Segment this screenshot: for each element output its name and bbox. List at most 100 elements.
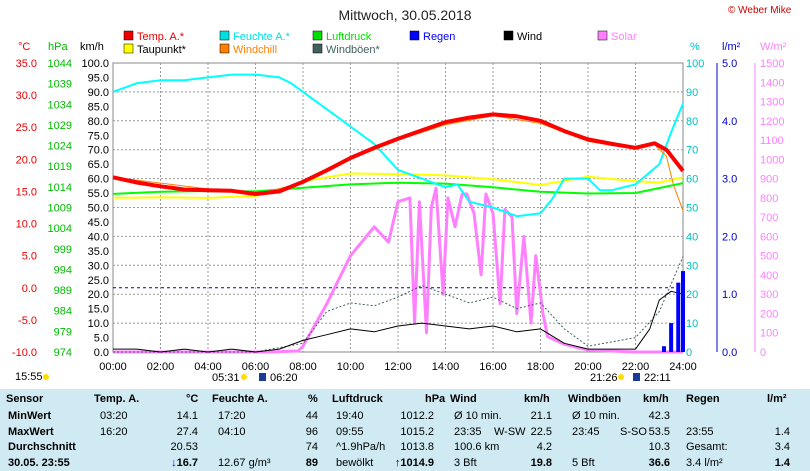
rain-bar <box>669 323 674 352</box>
y-tick-humidity: 10 <box>686 318 698 330</box>
x-tick: 14:00 <box>432 361 460 373</box>
y-tick-pressure: 979 <box>54 326 72 338</box>
y-tick-pressure: 974 <box>54 347 72 359</box>
y-tick-rain: 2.0 <box>722 231 737 243</box>
y-tick-rain: 3.0 <box>722 174 737 186</box>
y-tick-pressure: 1039 <box>48 79 72 91</box>
legend-label-3: Windchill <box>233 44 277 56</box>
legend-swatch-0 <box>123 30 134 41</box>
feuchte-value: 44 <box>305 410 318 422</box>
legend-label-4: Luftdruck <box>326 31 372 43</box>
row-label: 30.05. 23:55 <box>8 457 70 469</box>
y-tick-pressure: 999 <box>54 244 72 256</box>
y-tick-wind: 20.0 <box>88 289 109 301</box>
y-tick-pressure: 1014 <box>48 182 72 194</box>
y-tick-pressure: 1009 <box>48 203 72 215</box>
y-tick-humidity: 20 <box>686 289 698 301</box>
header-windboeen: Windböen <box>568 393 622 405</box>
y-tick-pressure: 1029 <box>48 120 72 132</box>
sun-icon <box>43 374 49 380</box>
x-tick: 04:00 <box>194 361 222 373</box>
x-tick: 18:00 <box>527 361 555 373</box>
wind-detail: Ø 10 min. <box>454 410 502 422</box>
x-tick: 12:00 <box>384 361 412 373</box>
weather-chart: Mittwoch, 30.05.2018 Temp. A.*Taupunkt* Fe… <box>12 7 787 384</box>
windboeen-direction: S-SO <box>620 426 647 438</box>
y-tick-solar: 1200 <box>760 116 784 128</box>
y-tick-temp: -5.0 <box>18 315 37 327</box>
x-tick: 22:00 <box>622 361 650 373</box>
y-tick-wind: 10.0 <box>88 318 109 330</box>
rain-bar <box>681 271 685 352</box>
temp-value: 27.4 <box>176 426 198 438</box>
y-tick-wind: 85.0 <box>88 101 109 113</box>
unit-rain: l/m² <box>722 41 741 53</box>
summary-panel: Sensor Temp. A. °C Feuchte A.% Luftdruck hPa W… <box>0 389 810 471</box>
copyright: © Weber Mike <box>728 5 792 16</box>
y-tick-pressure: 989 <box>54 285 72 297</box>
legend-swatch-7 <box>503 30 514 41</box>
feuchte-value: 74 <box>305 441 318 453</box>
y-tick-solar: 800 <box>760 193 778 205</box>
y-tick-wind: 25.0 <box>88 275 109 287</box>
series-taupunkt <box>112 172 684 199</box>
windboeen-value: 10.3 <box>648 441 670 453</box>
row-label: MinWert <box>8 410 52 422</box>
header-wind: Wind <box>450 393 477 405</box>
windboeen-detail: Ø 10 min. <box>572 410 620 422</box>
y-tick-solar: 1500 <box>760 58 784 70</box>
y-tick-wind: 90.0 <box>88 87 109 99</box>
y-tick-solar: 400 <box>760 270 778 282</box>
y-tick-humidity: 80 <box>686 116 698 128</box>
wind-direction: W-SW <box>494 426 526 438</box>
legend-label-5: Windböen* <box>326 44 381 56</box>
x-tick: 08:00 <box>289 361 317 373</box>
unit-temp: °C <box>18 41 30 53</box>
y-tick-pressure: 1004 <box>48 223 72 235</box>
y-tick-temp: 25.0 <box>16 122 37 134</box>
luftdruck-detail: 09:55 <box>336 426 364 438</box>
y-tick-wind: 70.0 <box>88 145 109 157</box>
row-label: MaxWert <box>8 426 54 438</box>
y-tick-wind: 15.0 <box>88 304 109 316</box>
y-tick-wind: 100.0 <box>81 58 109 70</box>
y-tick-solar: 300 <box>760 289 778 301</box>
civil-sunrise-time: 06:20 <box>270 372 298 384</box>
sunrise-icon <box>241 374 247 380</box>
unit-pressure: hPa <box>48 41 68 53</box>
legend-label-1: Taupunkt* <box>137 44 187 56</box>
series-feuchte <box>112 73 684 218</box>
unit-humidity: % <box>690 41 700 53</box>
y-tick-temp: 0.0 <box>22 283 37 295</box>
header-sensor: Sensor <box>6 393 44 405</box>
regen-detail: 23:55 <box>686 426 714 438</box>
luftdruck-value: ↑1014.9 <box>394 457 434 469</box>
y-tick-wind: 35.0 <box>88 246 109 258</box>
x-tick: 16:00 <box>479 361 507 373</box>
legend-swatch-8 <box>597 30 608 41</box>
luftdruck-value: 1015.2 <box>400 426 434 438</box>
y-tick-temp: 15.0 <box>16 186 37 198</box>
y-tick-pressure: 1019 <box>48 161 72 173</box>
y-tick-humidity: 30 <box>686 260 698 272</box>
y-tick-solar: 1400 <box>760 77 784 89</box>
windboeen-value: 53.5 <box>648 426 670 438</box>
feuchte-detail: 04:10 <box>218 426 246 438</box>
y-tick-humidity: 100 <box>686 58 704 70</box>
rain-bar <box>662 346 666 352</box>
y-tick-solar: 200 <box>760 308 778 320</box>
y-tick-humidity: 50 <box>686 203 698 215</box>
y-tick-temp: 5.0 <box>22 251 37 263</box>
regen-value: 1.4 <box>774 457 790 469</box>
legend-label-0: Temp. A.* <box>137 31 185 43</box>
header-temp: Temp. A. <box>94 393 140 405</box>
wind-value: 22.5 <box>530 426 552 438</box>
feuchte-value: 96 <box>305 426 318 438</box>
legend-label-6: Regen <box>423 31 455 43</box>
regen-detail: Gesamt: <box>686 441 728 453</box>
y-tick-humidity: 70 <box>686 145 698 157</box>
legend-swatch-5 <box>312 43 323 54</box>
luftdruck-detail: 19:40 <box>336 410 364 422</box>
y-tick-pressure: 1044 <box>48 58 72 70</box>
wind-detail: 3 Bft <box>454 457 477 469</box>
